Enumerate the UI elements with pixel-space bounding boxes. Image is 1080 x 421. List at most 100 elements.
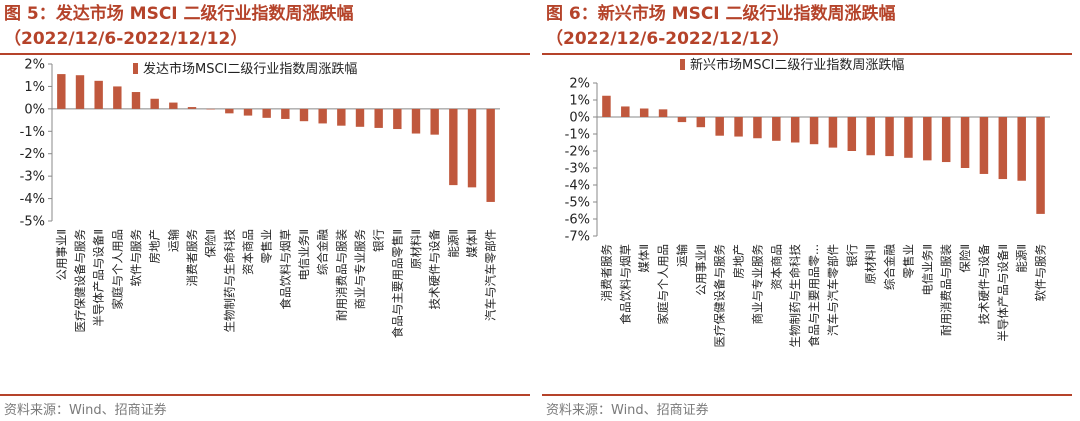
bar xyxy=(941,117,951,163)
legend-swatch xyxy=(680,59,685,70)
bar xyxy=(281,108,290,119)
bar xyxy=(923,117,932,161)
source-rule xyxy=(542,394,1072,396)
y-tick-label: 0% xyxy=(569,111,590,126)
y-tick-label: 2% xyxy=(569,77,590,92)
x-category-label: 生物制药与生命科技 xyxy=(222,229,236,333)
y-tick-label: -7% xyxy=(565,230,590,245)
y-tick-label: -6% xyxy=(565,213,590,228)
x-category-label: 综合金融 xyxy=(316,229,330,275)
x-category-label: 商业与专业服务 xyxy=(353,229,367,310)
y-tick-label: -5% xyxy=(565,196,590,211)
x-category-label: 能源Ⅱ xyxy=(446,229,460,258)
bar xyxy=(486,108,495,202)
bar xyxy=(411,108,421,134)
x-category-label: 电信业务Ⅱ xyxy=(920,244,934,296)
x-category-label: 软件与服务 xyxy=(1034,244,1048,302)
x-category-label: 食品饮料与烟草 xyxy=(618,244,632,325)
y-tick-label: -1% xyxy=(20,125,45,140)
x-category-label: 运输 xyxy=(675,244,689,267)
bar xyxy=(885,117,894,157)
source-note: 资料来源：Wind、招商证券 xyxy=(4,403,167,418)
y-tick-label: -2% xyxy=(20,147,45,162)
x-category-label: 电信业务Ⅱ xyxy=(297,229,311,281)
legend-label: 发达市场MSCI二级行业指数周涨跌幅 xyxy=(143,61,357,77)
bar xyxy=(753,117,762,139)
x-category-label: 家庭与个人用品 xyxy=(110,229,124,310)
x-category-label: 保险Ⅱ xyxy=(958,244,972,273)
chart-title: 图 5：发达市场 MSCI 二级行业指数周涨跌幅 xyxy=(4,4,354,24)
title-rule xyxy=(542,53,1072,55)
bar xyxy=(75,75,85,109)
bar xyxy=(809,117,819,145)
bar xyxy=(225,108,234,114)
legend-label: 新兴市场MSCI二级行业指数周涨跌幅 xyxy=(690,57,904,73)
x-category-label: 耐用消费品与服装 xyxy=(939,244,953,336)
bar xyxy=(1017,117,1026,181)
x-category-label: 食品与主要用品零售Ⅱ xyxy=(390,229,404,338)
bar xyxy=(430,108,439,135)
x-category-label: 公用事业Ⅱ xyxy=(54,229,68,281)
bar xyxy=(960,117,970,168)
chart-title: 图 6：新兴市场 MSCI 二级行业指数周涨跌幅 xyxy=(546,4,896,24)
x-category-label: 技术硬件与设备 xyxy=(977,244,991,325)
bar xyxy=(828,117,838,148)
bar xyxy=(318,108,327,124)
x-category-label: 生物制药与生命科技 xyxy=(788,244,802,348)
x-category-label: 商业与专业服务 xyxy=(750,244,764,325)
bar xyxy=(621,106,630,117)
bar xyxy=(262,108,271,118)
x-category-label: 资本商品 xyxy=(769,244,783,290)
chart-subtitle: （2022/12/6-2022/12/12） xyxy=(4,29,248,49)
bar xyxy=(131,92,141,109)
y-tick-label: -4% xyxy=(565,179,590,194)
y-tick-label: 1% xyxy=(569,94,590,109)
bar xyxy=(355,108,365,127)
bar xyxy=(1036,117,1045,214)
x-category-label: 房地产 xyxy=(148,229,162,264)
y-tick-label: -2% xyxy=(565,145,590,160)
x-category-label: 银行 xyxy=(845,244,859,267)
bar-chart-emerging: 2% 1% 0% -1% -2% -3% -4% -5% -6% -7% 消费者服务 食品饮料与烟草媒… xyxy=(565,57,1050,348)
bar xyxy=(847,117,857,151)
y-tick-label: -3% xyxy=(20,170,45,185)
y-tick-label: -5% xyxy=(20,215,45,230)
x-category-label: 资本商品 xyxy=(241,229,255,275)
y-tick-label: 2% xyxy=(24,58,45,73)
bar xyxy=(337,108,346,126)
x-category-label: 汽车与汽车零部件 xyxy=(826,244,840,336)
x-category-label: 房地产 xyxy=(732,244,746,279)
y-tick-label: 0% xyxy=(24,102,45,117)
x-category-label: 技术硬件与设备 xyxy=(428,229,442,310)
bar xyxy=(734,117,743,137)
x-category-label: 能源Ⅱ xyxy=(1015,244,1029,273)
x-category-label: 银行 xyxy=(372,229,386,252)
bar xyxy=(94,80,103,109)
bar xyxy=(374,108,383,128)
bar xyxy=(150,98,159,109)
legend: 新兴市场MSCI二级行业指数周涨跌幅 xyxy=(680,57,904,73)
x-category-label: 食品与主要用品零... xyxy=(807,244,821,347)
x-category-label: 耐用消费品与服装 xyxy=(334,229,348,321)
x-category-label: 原材料Ⅱ xyxy=(864,244,878,284)
bar xyxy=(393,108,402,130)
bar xyxy=(449,108,458,186)
legend: 发达市场MSCI二级行业指数周涨跌幅 xyxy=(133,61,357,77)
title-rule xyxy=(0,53,530,55)
bar xyxy=(57,74,66,109)
x-category-label: 医疗保健设备与服务 xyxy=(73,229,87,333)
y-tick-label: -3% xyxy=(565,162,590,177)
x-category-label: 保险Ⅱ xyxy=(204,229,218,258)
y-tick-label: -1% xyxy=(565,128,590,143)
bar xyxy=(998,117,1008,180)
x-category-label: 消费者服务 xyxy=(185,229,199,287)
x-category-label: 汽车与汽车零部件 xyxy=(484,229,498,321)
bar-chart-developed: 2% 1% 0% -1% -2% -3% -4% -5% 公用事业Ⅱ 医疗保健设备与服务 半导体产品… xyxy=(20,58,500,338)
x-category-label: 运输 xyxy=(166,229,180,252)
bar xyxy=(677,117,687,123)
chart-panel-emerging: 图 6：新兴市场 MSCI 二级行业指数周涨跌幅 （2022/12/6-2022… xyxy=(542,0,1072,421)
x-category-label: 软件与服务 xyxy=(129,229,143,287)
x-category-label: 医疗保健设备与服务 xyxy=(713,244,727,348)
bar xyxy=(187,107,197,109)
y-tick-label: -4% xyxy=(20,192,45,207)
